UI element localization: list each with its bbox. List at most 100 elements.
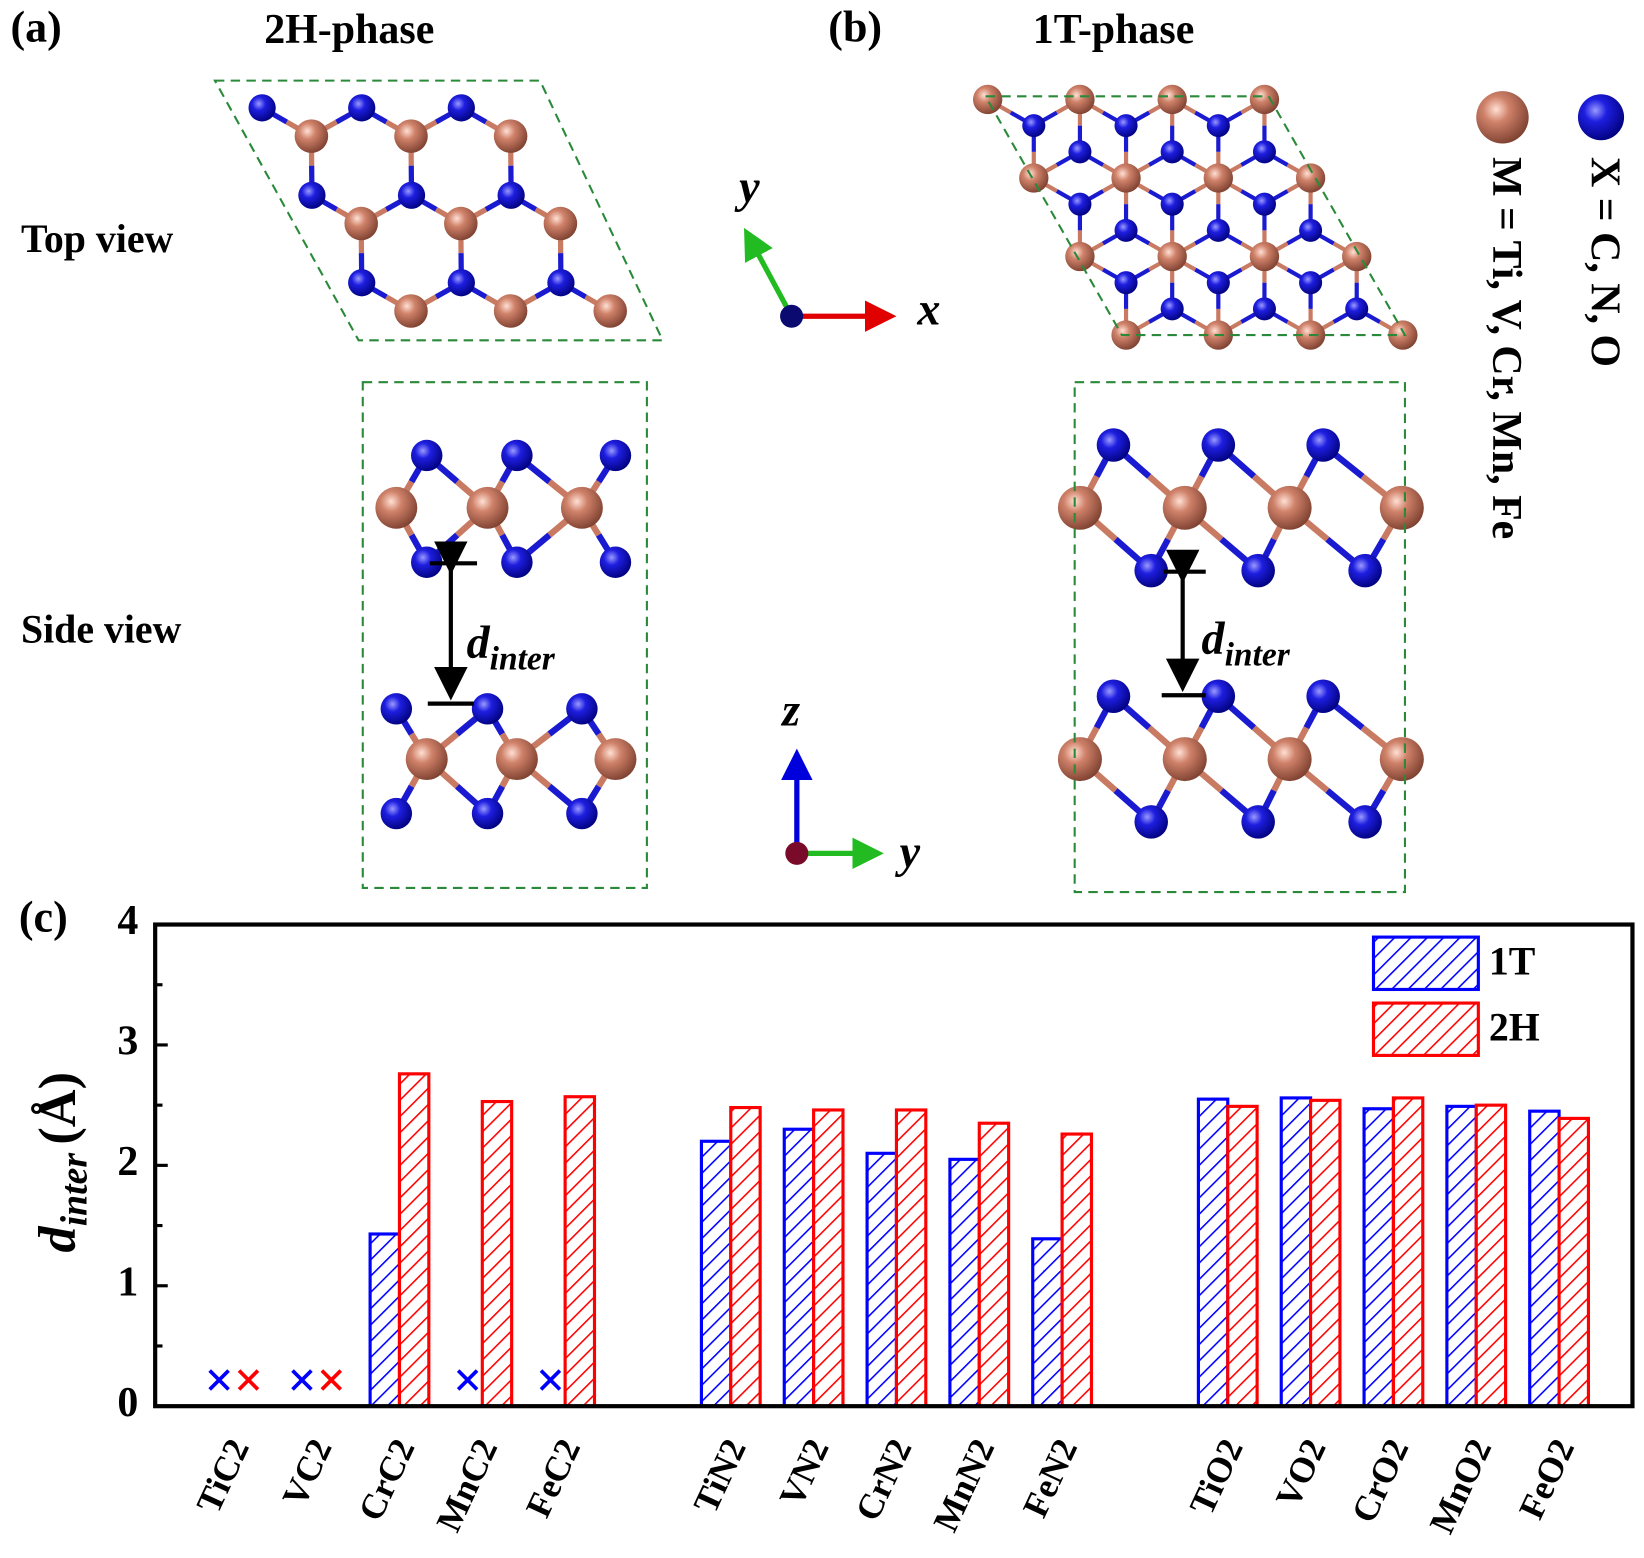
metal-atom	[444, 206, 478, 241]
x-tick-label: TiN2	[685, 1433, 754, 1519]
axis-name: y	[734, 161, 760, 212]
x-tick-label: CrC2	[350, 1433, 422, 1527]
nonmetal-atom	[1252, 297, 1276, 321]
nonmetal-atom	[447, 269, 475, 297]
nonmetal-atom	[1201, 428, 1236, 462]
subscript: inter	[53, 1153, 95, 1227]
nonmetal-atom	[1160, 192, 1184, 216]
x-tick-label: VC2	[274, 1433, 340, 1513]
x-tick-label: TiC2	[188, 1433, 257, 1519]
metal-atom	[972, 84, 1003, 115]
metal-atom	[394, 294, 428, 328]
nonmetal-atom	[348, 269, 376, 297]
subscript: inter	[1225, 636, 1291, 673]
metal-atom	[294, 119, 329, 153]
metal-atom	[543, 206, 578, 241]
nonmetal-atom	[1306, 679, 1340, 714]
unstable-mark	[320, 1369, 343, 1391]
metal-atom	[1019, 163, 1049, 193]
bar	[480, 1099, 514, 1408]
metal-atom	[1157, 241, 1187, 272]
metal-atom	[394, 119, 428, 153]
x-tick-label: FeO2	[1511, 1433, 1582, 1525]
view-label: Top view	[21, 217, 174, 261]
metal-atom	[1267, 737, 1312, 782]
distance-label: dinter	[467, 617, 556, 678]
unit: (Å)	[29, 1072, 87, 1145]
nonmetal-atom	[1206, 114, 1230, 138]
bar	[1309, 1098, 1342, 1408]
nonmetal-atom	[447, 94, 475, 122]
legend-swatch	[1371, 935, 1480, 992]
nonmetal-atom	[1114, 114, 1138, 138]
bar	[782, 1127, 816, 1408]
nonmetal-atom	[1022, 114, 1046, 138]
legend-text: M = Ti, V, Cr, Mn, Fe	[1483, 157, 1529, 539]
nonmetal-atom	[566, 797, 598, 830]
symbol: d	[467, 617, 491, 668]
metal-atom	[1162, 485, 1207, 530]
axis-name: x	[916, 284, 940, 335]
nonmetal-atom	[1348, 805, 1382, 839]
nonmetal-atom	[599, 439, 632, 472]
bar	[1060, 1132, 1094, 1408]
bar	[729, 1105, 762, 1408]
metal-atom	[375, 486, 418, 529]
legend-label: 1T	[1489, 940, 1535, 984]
x-tick-label: VO2	[1268, 1433, 1334, 1514]
bar	[397, 1072, 431, 1408]
y-tick-label: 0	[117, 1380, 138, 1426]
x-tick-label: VN2	[771, 1433, 837, 1513]
metal-atom	[1065, 241, 1095, 272]
nonmetal-atom	[501, 546, 533, 578]
x-tick-label: FeN2	[1015, 1433, 1086, 1523]
bar	[977, 1121, 1011, 1408]
bar	[699, 1139, 733, 1408]
metal-atom	[344, 206, 378, 241]
nonmetal-atom	[380, 693, 413, 725]
nonmetal-atom	[1252, 192, 1276, 216]
nonmetal-atom	[1114, 218, 1138, 242]
unit-cell	[213, 79, 665, 342]
nonmetal-atom	[1206, 271, 1230, 295]
bar	[1226, 1104, 1259, 1408]
metal-atom	[1379, 485, 1424, 530]
nonmetal-atom	[566, 693, 598, 725]
metal-atom	[405, 738, 448, 781]
axis-name: z	[780, 685, 800, 736]
nonmetal-atom	[411, 439, 443, 472]
legend-swatch	[1371, 1001, 1480, 1057]
nonmetal-atom	[547, 269, 575, 297]
metal-atom	[466, 486, 509, 529]
coordinate-axes	[744, 227, 897, 870]
nonmetal-atom	[1134, 553, 1168, 588]
view-label: Side view	[21, 608, 182, 652]
metal-atom	[1295, 163, 1326, 193]
distance-arrow	[427, 541, 1206, 706]
nonmetal-atom	[397, 181, 426, 209]
bar	[1196, 1097, 1230, 1408]
bar	[563, 1095, 597, 1408]
metal-atom	[1267, 485, 1312, 530]
nonmetal-atom	[348, 94, 376, 122]
nonmetal-atom	[248, 94, 276, 122]
bar	[1391, 1096, 1425, 1408]
legend-label: 2H	[1489, 1005, 1540, 1049]
bar	[948, 1157, 981, 1408]
nonmetal-atom	[1134, 805, 1168, 839]
nonmetal-atom	[1306, 428, 1340, 462]
bar	[894, 1108, 928, 1408]
panel-title: 1T-phase	[1033, 7, 1195, 53]
unstable-mark	[291, 1369, 313, 1391]
y-tick-label: 3	[117, 1019, 138, 1065]
bar	[1031, 1237, 1064, 1408]
bar	[1474, 1103, 1508, 1408]
x-tick-label: MnO2	[1421, 1433, 1499, 1539]
axis-name: y	[895, 826, 921, 877]
metal-atom	[1203, 163, 1233, 193]
nonmetal-atom	[1068, 192, 1092, 216]
bar	[1528, 1109, 1561, 1408]
x-tick-label: CrN2	[847, 1433, 919, 1527]
metal-atom	[1388, 320, 1418, 350]
